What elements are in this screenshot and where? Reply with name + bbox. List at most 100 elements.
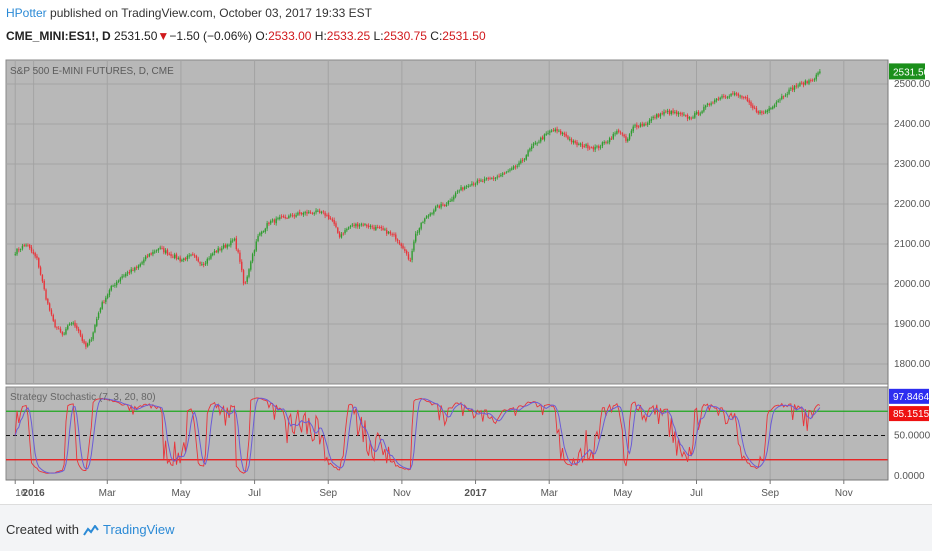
- candle-body: [534, 142, 537, 144]
- price-tick-label: 2100.00: [894, 239, 931, 250]
- candle-body: [663, 111, 665, 115]
- candle-body: [177, 258, 180, 259]
- candle-body: [318, 210, 321, 213]
- symbol-name[interactable]: CME_MINI:ES1!: [6, 29, 96, 43]
- candle-body: [781, 96, 783, 100]
- candle-body: [259, 233, 261, 236]
- candle-body: [411, 251, 413, 260]
- candle-body: [262, 231, 265, 233]
- candle-body: [695, 112, 698, 114]
- candle-body: [293, 215, 296, 217]
- candle-body: [480, 180, 482, 182]
- chart-area[interactable]: 16 2016 Mar May Jul Sep Nov 2017 Mar May Jul Sep Nov…: [0, 52, 932, 504]
- candle-body: [231, 240, 234, 242]
- price-tick-label: 2400.00: [894, 119, 931, 130]
- price-pane[interactable]: [5, 59, 889, 385]
- candle-body: [594, 146, 596, 150]
- author-link[interactable]: HPotter: [6, 6, 47, 20]
- candle-body: [139, 264, 141, 267]
- candle-body: [630, 130, 633, 134]
- candle-body: [744, 97, 747, 98]
- candle-body: [447, 201, 450, 205]
- tradingview-brand[interactable]: TradingView: [102, 522, 175, 537]
- candle-body: [344, 230, 346, 234]
- x-tick-label: Jul: [690, 488, 703, 499]
- candle-body: [188, 255, 190, 257]
- candle-body: [202, 264, 205, 265]
- candle-body: [308, 211, 310, 213]
- x-tick-label: Sep: [761, 488, 779, 499]
- candle-body: [773, 105, 776, 108]
- candle-body: [511, 168, 513, 170]
- candle-body: [56, 327, 58, 329]
- candle-body: [237, 249, 239, 253]
- candle-body: [371, 226, 373, 228]
- candle-body: [172, 256, 174, 258]
- candle-body: [570, 139, 573, 143]
- candle-body: [270, 220, 272, 224]
- candle-body: [248, 269, 250, 277]
- candle-body: [694, 113, 696, 118]
- candle-body: [523, 158, 526, 160]
- candle-body: [656, 114, 658, 118]
- candle-body: [404, 249, 406, 252]
- candle-body: [739, 95, 741, 97]
- candle-body: [74, 322, 76, 327]
- candle-body: [643, 123, 645, 126]
- candle-body: [532, 143, 535, 146]
- candle-body: [288, 215, 290, 219]
- candle-body: [799, 82, 801, 86]
- candle-body: [652, 116, 654, 119]
- header: HPotter published on TradingView.com, Oc…: [0, 0, 932, 52]
- candle-body: [271, 219, 274, 221]
- candle-body: [817, 72, 819, 75]
- last-price-label: 2531.50: [893, 67, 930, 78]
- candle-body: [556, 128, 558, 132]
- candle-body: [811, 80, 814, 82]
- candle-body: [692, 117, 694, 119]
- close-value: 2531.50: [442, 29, 486, 43]
- candle-body: [137, 265, 140, 269]
- candle-body: [525, 155, 527, 160]
- candle-body: [456, 191, 459, 193]
- x-tick-label: Nov: [835, 488, 853, 499]
- candle-body: [41, 274, 44, 282]
- candle-body: [521, 160, 524, 161]
- candle-body: [578, 143, 580, 145]
- candle-body: [210, 254, 212, 259]
- candle-body: [309, 212, 312, 214]
- candle-body: [427, 215, 430, 217]
- candle-body: [324, 212, 326, 216]
- candle-body: [623, 134, 625, 137]
- candle-body: [772, 106, 774, 109]
- candle-body: [634, 125, 636, 127]
- candle-body: [114, 285, 116, 286]
- candle-body: [76, 325, 78, 329]
- candle-body: [721, 96, 723, 98]
- footer: Created with TradingView: [0, 504, 932, 551]
- candle-body: [170, 254, 172, 257]
- candle-body: [30, 247, 33, 252]
- candle-body: [52, 315, 54, 321]
- price-tick-label: 2000.00: [894, 279, 931, 290]
- candle-body: [512, 166, 515, 169]
- candle-body: [717, 98, 720, 100]
- price-tick-label: 2500.00: [894, 79, 931, 90]
- candle-body: [331, 219, 334, 221]
- candle-body: [514, 166, 517, 168]
- candle-body: [775, 102, 778, 105]
- candle-body: [291, 215, 294, 217]
- candle-body: [328, 214, 330, 219]
- candle-body: [795, 85, 798, 87]
- candle-body: [701, 111, 703, 114]
- candle-body: [665, 111, 667, 113]
- candle-body: [436, 205, 439, 207]
- candle-body: [618, 130, 620, 132]
- candle-body: [242, 270, 245, 284]
- candle-body: [115, 282, 118, 286]
- candle-body: [48, 303, 51, 311]
- candle-body: [505, 172, 508, 174]
- candle-body: [790, 88, 792, 90]
- candle-body: [338, 232, 341, 237]
